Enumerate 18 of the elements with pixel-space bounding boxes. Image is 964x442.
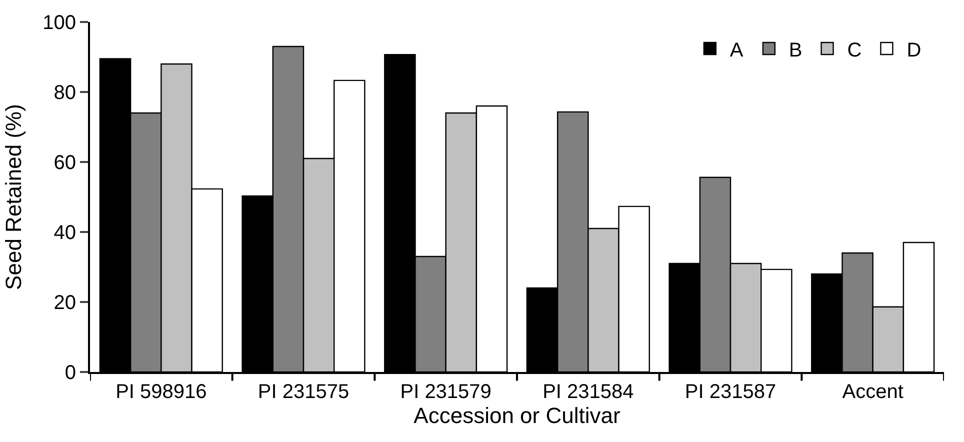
y-tick-label: 80	[54, 82, 76, 104]
legend-label: B	[788, 39, 802, 62]
legend-label: D	[906, 39, 922, 62]
y-tick-label: 20	[54, 292, 76, 314]
x-axis-title: Accession or Cultivar	[414, 403, 620, 428]
y-tick-label: 60	[54, 152, 76, 174]
y-axis-title: Seed Retained (%)	[0, 104, 26, 290]
x-tick-label: PI 231575	[258, 381, 350, 403]
x-tick-label: PI 231584	[542, 381, 634, 403]
y-tick-label: 100	[42, 12, 76, 34]
legend-label: C	[847, 39, 862, 62]
x-tick-label: PI 231587	[684, 381, 776, 403]
x-tick-label: PI 598916	[116, 381, 207, 403]
x-tick-label: Accent	[842, 381, 904, 403]
x-tick-label: PI 231579	[400, 381, 492, 403]
y-tick-label: 40	[54, 222, 76, 244]
legend-label: A	[730, 39, 744, 62]
y-tick-label: 0	[64, 362, 76, 384]
